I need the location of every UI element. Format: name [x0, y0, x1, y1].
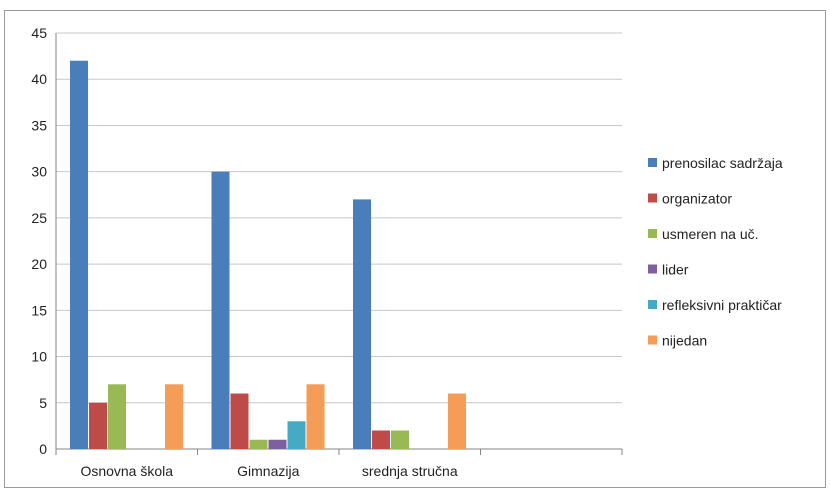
- bar-6-1: [165, 384, 183, 449]
- x-category-label: Osnovna škola: [80, 463, 173, 479]
- legend-swatch: [648, 335, 657, 345]
- legend-swatch: [648, 158, 657, 167]
- bar-2-2: [230, 393, 249, 449]
- y-tick-label: 15: [31, 302, 47, 318]
- legend-swatch: [648, 229, 657, 238]
- chart-frame: [4, 10, 826, 488]
- bar-2-1: [89, 402, 107, 449]
- y-tick-label: 35: [31, 117, 47, 133]
- legend-label: lider: [662, 262, 689, 278]
- legend-swatch: [648, 264, 657, 274]
- x-category-label: Gimnazija: [237, 463, 299, 479]
- y-tick-label: 5: [39, 395, 47, 411]
- legend-swatch: [648, 300, 657, 309]
- legend-label: usmeren na uč.: [662, 226, 759, 242]
- bar-3-3: [391, 430, 409, 449]
- bar-4-2: [268, 439, 287, 449]
- bar-1-2: [211, 171, 230, 449]
- legend-label: prenosilac sadržaja: [662, 155, 783, 171]
- legend-label: nijedan: [662, 333, 707, 349]
- bar-6-3: [448, 393, 466, 449]
- y-tick-label: 30: [31, 164, 47, 180]
- bar-5-2: [287, 421, 306, 449]
- legend-label: refleksivni praktičar: [662, 297, 782, 313]
- y-tick-label: 45: [31, 25, 47, 41]
- x-category-label: srednja stručna: [362, 463, 458, 479]
- y-tick-label: 40: [31, 71, 47, 87]
- bar-1-3: [353, 199, 371, 449]
- bar-2-3: [372, 430, 390, 449]
- bar-3-2: [249, 439, 268, 449]
- y-tick-label: 0: [39, 441, 47, 457]
- legend-swatch: [648, 193, 657, 203]
- bar-1-1: [70, 60, 88, 449]
- y-tick-label: 20: [31, 256, 47, 272]
- y-tick-label: 25: [31, 210, 47, 226]
- legend-label: organizator: [662, 191, 732, 207]
- bar-3-1: [108, 384, 126, 449]
- bar-6-2: [306, 384, 325, 449]
- y-tick-label: 10: [31, 349, 47, 365]
